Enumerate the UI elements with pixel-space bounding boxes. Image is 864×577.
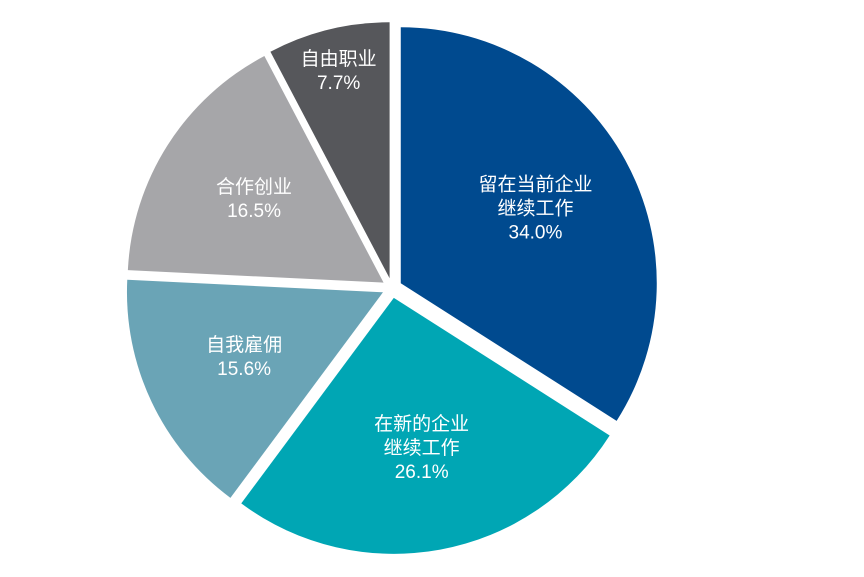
pie-slice bbox=[127, 56, 384, 283]
slice-label: 合作创业 bbox=[216, 176, 292, 198]
value-label: 16.5% bbox=[227, 201, 281, 222]
value-label: 26.1% bbox=[395, 462, 449, 483]
slice-label: 留在当前企业 bbox=[478, 173, 592, 195]
pie-slice bbox=[241, 297, 610, 554]
pie-slice bbox=[126, 279, 383, 498]
slice-label: 继续工作 bbox=[384, 437, 460, 459]
value-label: 34.0% bbox=[509, 222, 563, 243]
slice-label: 在新的企业 bbox=[374, 413, 469, 435]
slice-label: 自我雇佣 bbox=[206, 334, 282, 356]
slice-label: 自由职业 bbox=[301, 48, 377, 70]
value-label: 15.6% bbox=[217, 359, 271, 380]
pie-slice bbox=[270, 22, 390, 279]
slice-label: 继续工作 bbox=[497, 197, 573, 219]
value-label: 7.7% bbox=[317, 73, 360, 94]
pie-slice bbox=[400, 27, 657, 421]
